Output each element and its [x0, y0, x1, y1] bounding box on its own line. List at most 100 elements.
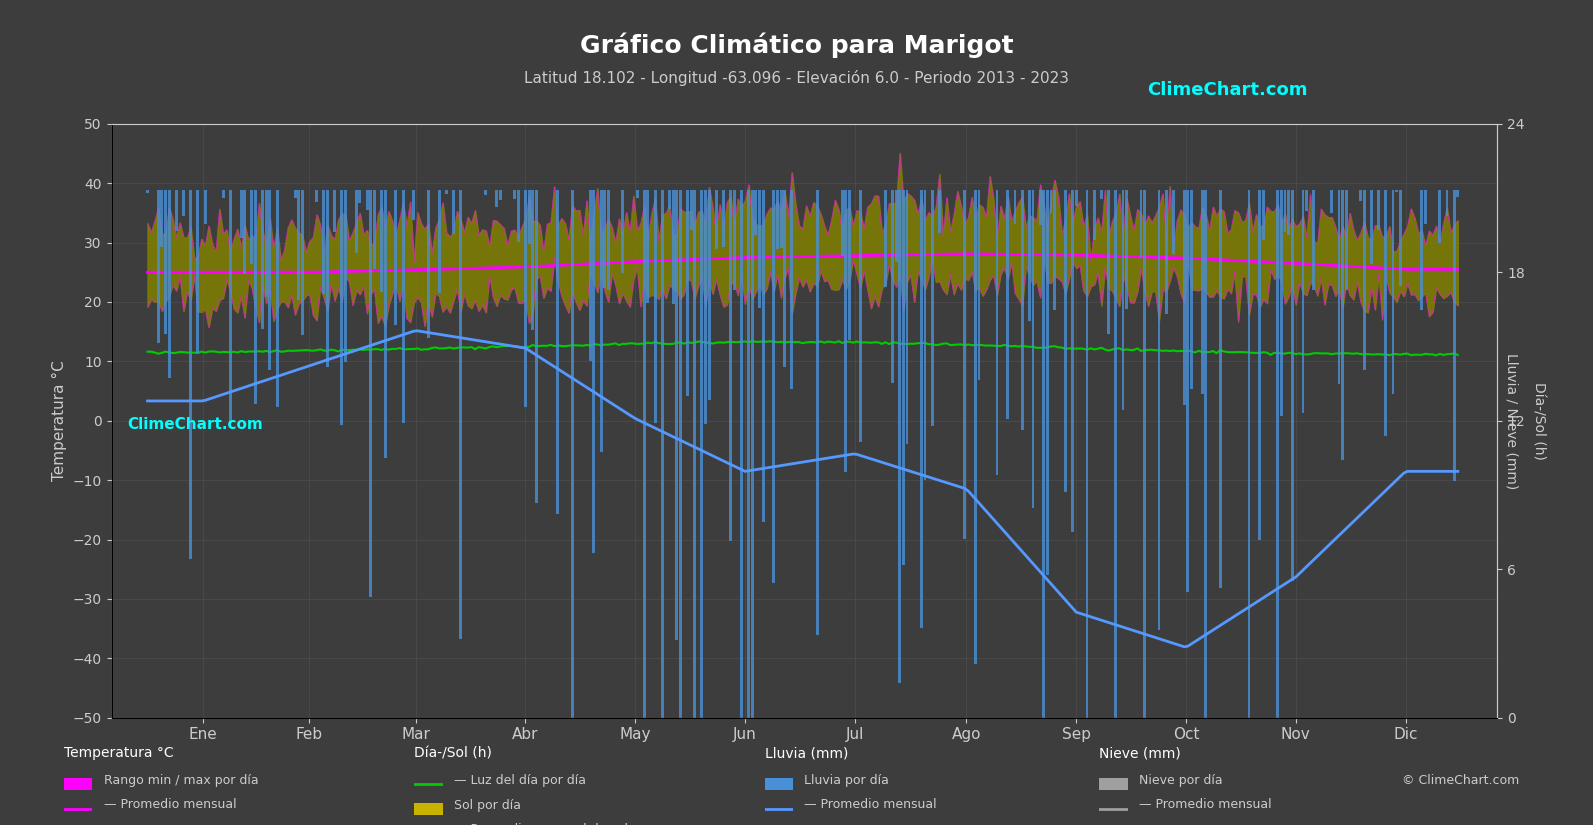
Bar [1341, 190, 1344, 460]
Text: — Promedio mensual de sol: — Promedio mensual de sol [454, 823, 628, 825]
Bar [395, 190, 397, 325]
Bar [293, 190, 296, 198]
Bar [516, 190, 519, 242]
Bar [1070, 190, 1074, 532]
Bar [1370, 190, 1373, 264]
Bar [427, 190, 430, 337]
Text: Lluvia (mm): Lluvia (mm) [765, 747, 847, 761]
Bar [661, 190, 664, 812]
Y-axis label: Día-/Sol (h): Día-/Sol (h) [1532, 382, 1545, 460]
Bar [513, 190, 516, 199]
Bar [333, 190, 336, 232]
Bar [644, 190, 645, 825]
Bar [1187, 190, 1190, 592]
Text: Sol por día: Sol por día [454, 799, 521, 812]
Bar [847, 190, 851, 340]
Bar [1107, 190, 1110, 333]
Bar [1362, 190, 1365, 370]
Bar [530, 190, 534, 330]
Bar [707, 190, 710, 400]
Bar [1039, 190, 1042, 224]
Bar [438, 190, 441, 293]
Text: Lluvia por día: Lluvia por día [804, 774, 889, 787]
Bar [384, 190, 387, 459]
Bar [790, 190, 793, 389]
Bar [1064, 190, 1067, 493]
Bar [1050, 190, 1053, 213]
Bar [672, 190, 674, 304]
Bar [1190, 190, 1193, 389]
Bar [358, 190, 362, 203]
Bar [621, 190, 624, 273]
Bar [164, 190, 167, 333]
Bar [996, 190, 999, 474]
Bar [715, 190, 718, 249]
Bar [758, 190, 761, 309]
Bar [229, 190, 231, 422]
Bar [693, 190, 696, 825]
Bar [1125, 190, 1128, 309]
Bar [344, 190, 347, 361]
Bar [298, 190, 299, 299]
Bar [636, 190, 639, 198]
Y-axis label: Temperatura °C: Temperatura °C [53, 361, 67, 481]
Bar [1053, 190, 1056, 310]
Text: Nieve (mm): Nieve (mm) [1099, 747, 1180, 761]
Bar [269, 190, 271, 370]
Bar [366, 190, 368, 210]
Bar [1032, 190, 1034, 507]
Bar [773, 190, 776, 583]
Bar [776, 190, 779, 248]
Bar [1384, 190, 1388, 436]
Bar [499, 190, 502, 200]
Bar [570, 190, 573, 825]
Bar [930, 190, 933, 427]
Bar [1399, 190, 1402, 285]
Bar [355, 190, 358, 253]
Bar [1085, 190, 1088, 825]
Bar [556, 190, 559, 514]
Bar [1378, 190, 1380, 230]
Text: Gráfico Climático para Marigot: Gráfico Climático para Marigot [580, 33, 1013, 59]
Text: Nieve por día: Nieve por día [1139, 774, 1222, 787]
Bar [459, 190, 462, 639]
Bar [701, 190, 704, 825]
Bar [898, 190, 902, 683]
Text: ClimeChart.com: ClimeChart.com [127, 417, 263, 432]
Bar [905, 190, 908, 444]
Bar [1247, 190, 1251, 723]
Bar [964, 190, 965, 539]
Bar [924, 190, 927, 480]
Bar [1344, 190, 1348, 290]
Bar [687, 190, 688, 396]
Bar [844, 190, 847, 472]
Bar [253, 190, 256, 403]
Bar [1027, 190, 1031, 321]
Bar [1392, 190, 1394, 394]
Bar [1276, 190, 1279, 741]
Bar [1313, 190, 1316, 290]
Bar [679, 190, 682, 810]
Bar [733, 190, 736, 290]
Bar [167, 190, 170, 378]
Bar [1453, 190, 1456, 481]
Bar [1219, 190, 1222, 588]
Bar [730, 190, 733, 541]
Bar [1047, 190, 1048, 574]
Bar [895, 190, 898, 262]
Bar [1172, 190, 1176, 254]
Bar [452, 190, 456, 234]
Bar [667, 190, 671, 210]
Text: — Promedio mensual: — Promedio mensual [104, 799, 236, 812]
Bar [1301, 190, 1305, 413]
Text: Temperatura °C: Temperatura °C [64, 747, 174, 761]
Text: Latitud 18.102 - Longitud -63.096 - Elevación 6.0 - Periodo 2013 - 2023: Latitud 18.102 - Longitud -63.096 - Elev… [524, 70, 1069, 86]
Bar [1144, 190, 1145, 794]
Bar [322, 190, 325, 295]
Bar [250, 190, 253, 264]
Text: Día-/Sol (h): Día-/Sol (h) [414, 747, 492, 761]
Bar [1115, 190, 1117, 735]
Bar [204, 190, 207, 224]
Bar [1158, 190, 1160, 630]
Bar [750, 190, 753, 825]
